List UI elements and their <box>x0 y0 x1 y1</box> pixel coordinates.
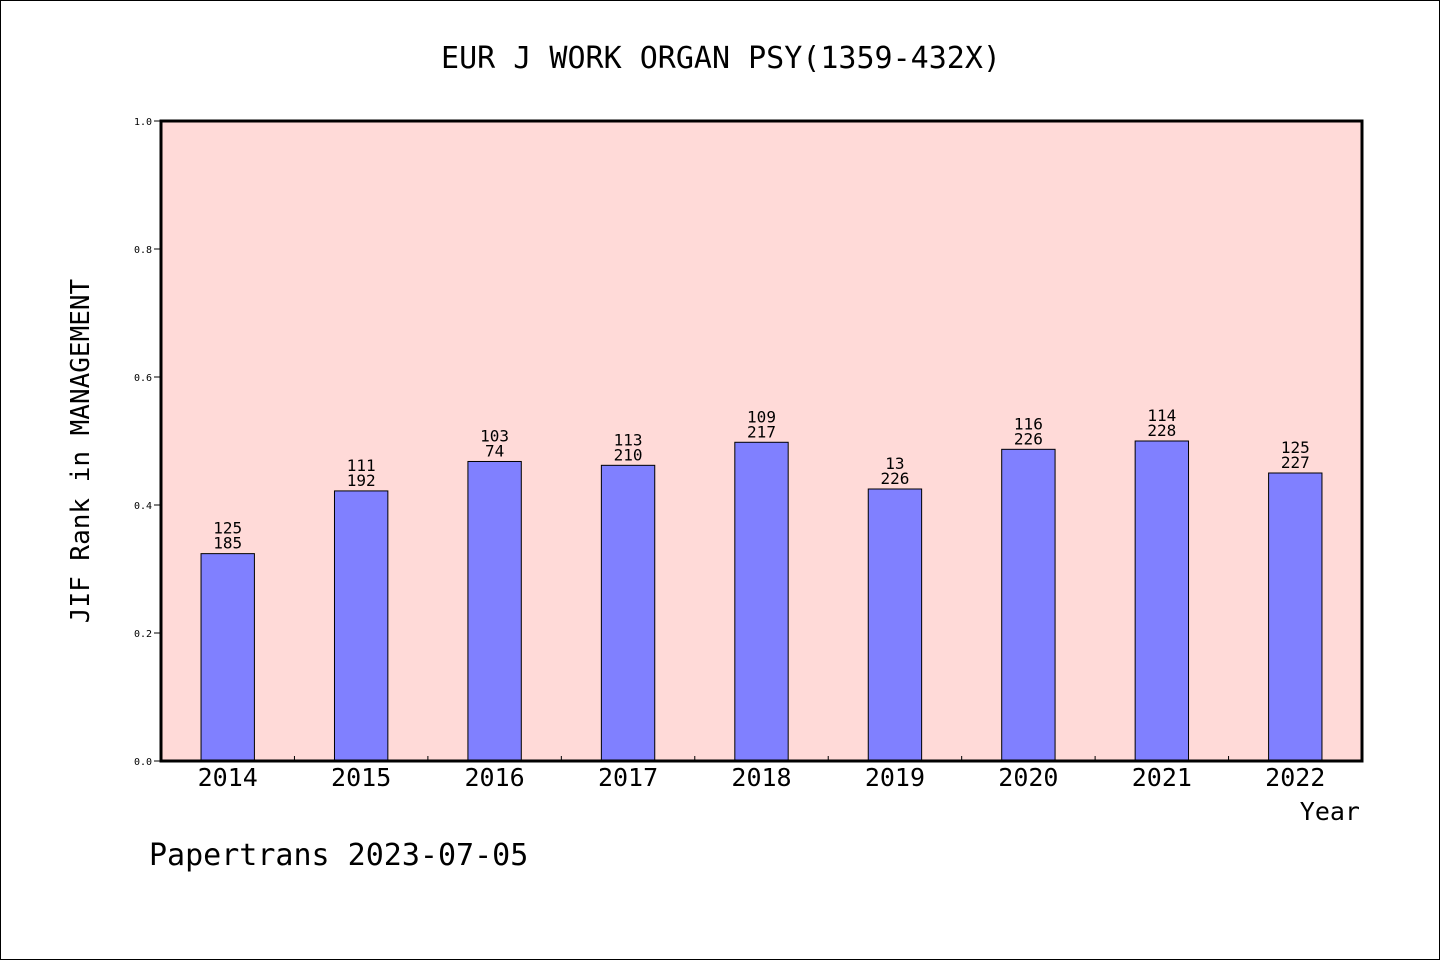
bar-label-bottom: 192 <box>347 471 376 490</box>
y-tick-label: 0.6 <box>134 373 152 384</box>
chart-title: EUR J WORK ORGAN PSY(1359-432X) <box>441 41 1001 76</box>
bar-label-top: 13 <box>885 454 904 473</box>
bar-label-top: 125 <box>1281 438 1310 457</box>
bars-group <box>200 440 1323 762</box>
x-axis: 2014 2015 2016 2017 2018 2019 2020 2021 2022 <box>198 756 1325 792</box>
bar-2014 <box>200 553 255 762</box>
y-axis: 0.0 0.2 0.4 0.6 0.8 1.0 <box>134 117 161 768</box>
bar-2016 <box>467 460 522 762</box>
x-tick-label: 2022 <box>1265 763 1325 792</box>
bar-label-top: 111 <box>347 456 376 475</box>
y-tick-label: 0.8 <box>134 245 152 256</box>
bar-label-top: 114 <box>1147 406 1176 425</box>
footer-credit: Papertrans 2023-07-05 <box>149 838 528 873</box>
x-axis-label: Year <box>1300 797 1360 826</box>
bar-2015 <box>333 490 389 762</box>
bar-2019 <box>867 488 923 762</box>
x-tick-label: 2015 <box>331 763 391 792</box>
x-tick-label: 2021 <box>1132 763 1192 792</box>
bar-label-bottom: 185 <box>213 534 242 553</box>
x-tick-label: 2019 <box>865 763 925 792</box>
y-tick-label: 0.4 <box>134 501 152 512</box>
bar-label-bottom: 217 <box>747 422 776 441</box>
x-tick-label: 2017 <box>598 763 658 792</box>
bar-label-top: 116 <box>1014 414 1043 433</box>
bar-2022 <box>1268 472 1323 762</box>
x-tick-label: 2014 <box>198 763 258 792</box>
bar-label-top: 103 <box>480 426 509 445</box>
bar-label-bottom: 74 <box>485 441 504 460</box>
y-axis-label: JIF Rank in MANAGEMENT <box>66 278 96 623</box>
bar-2017 <box>600 464 656 762</box>
bar-label-bottom: 210 <box>614 445 643 464</box>
bar-label-bottom: 227 <box>1281 453 1310 472</box>
x-tick-label: 2018 <box>731 763 791 792</box>
y-tick-label: 1.0 <box>134 117 152 128</box>
bar-2020 <box>1001 448 1056 762</box>
x-tick-label: 2020 <box>998 763 1058 792</box>
bar-label-top: 109 <box>747 407 776 426</box>
bar-2018 <box>734 441 789 762</box>
plot-border <box>159 119 1364 763</box>
x-tick-label: 2016 <box>465 763 525 792</box>
bar-2021 <box>1134 440 1190 762</box>
bar-label-top: 113 <box>614 430 643 449</box>
bar-label-bottom: 226 <box>880 469 909 488</box>
bar-labels-group: 1251851111921037411321010921713226116226… <box>213 406 1309 553</box>
bar-label-top: 125 <box>213 519 242 538</box>
y-tick-label: 0.2 <box>134 629 152 640</box>
bar-label-bottom: 228 <box>1147 421 1176 440</box>
bar-label-bottom: 226 <box>1014 429 1043 448</box>
y-tick-label: 0.0 <box>134 757 152 768</box>
